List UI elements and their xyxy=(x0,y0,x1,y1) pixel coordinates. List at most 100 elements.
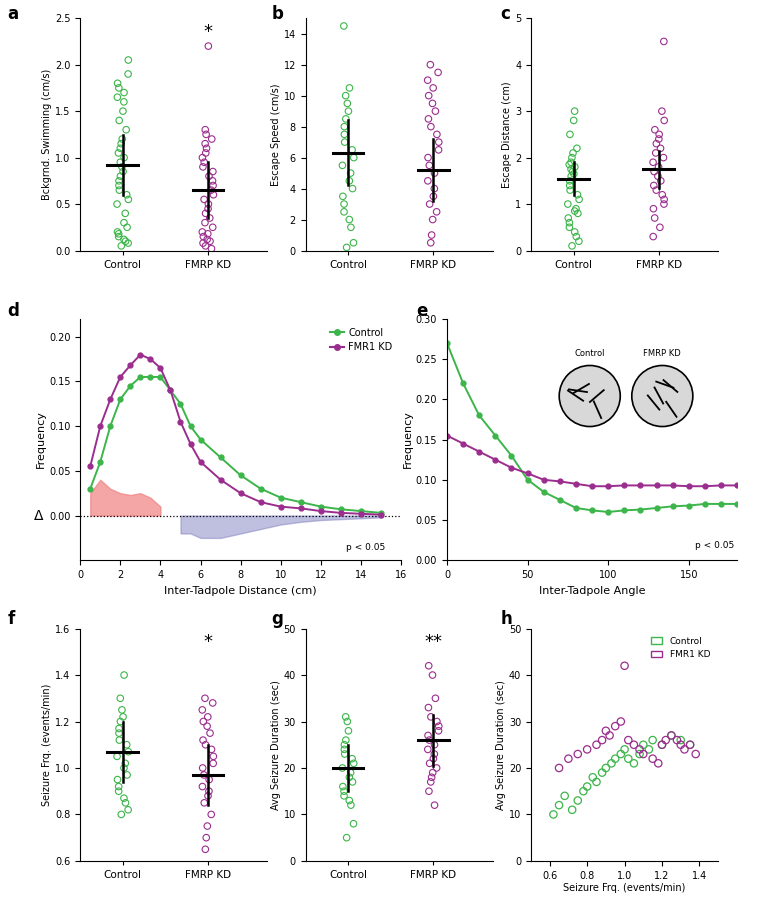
X-axis label: Seizure Frq. (events/min): Seizure Frq. (events/min) xyxy=(563,884,686,894)
Point xyxy=(204,726,216,741)
Point xyxy=(628,738,640,752)
Point xyxy=(204,210,216,225)
Point xyxy=(202,783,215,798)
Text: h: h xyxy=(500,610,512,629)
Point xyxy=(207,179,219,193)
Point xyxy=(112,783,125,798)
Point xyxy=(430,761,442,775)
Point xyxy=(197,858,209,873)
Point xyxy=(647,201,659,216)
Point xyxy=(591,738,603,752)
Y-axis label: Avg Seizure Duration (sec): Avg Seizure Duration (sec) xyxy=(496,680,506,810)
Point xyxy=(647,155,659,169)
Point xyxy=(656,188,668,202)
X-axis label: Inter-Tadpole Angle: Inter-Tadpole Angle xyxy=(539,586,646,596)
Point xyxy=(118,791,130,805)
Point xyxy=(203,773,215,787)
Point xyxy=(117,164,129,179)
Point xyxy=(633,747,646,762)
Point xyxy=(118,232,130,247)
Point xyxy=(120,122,132,137)
Point xyxy=(425,774,437,789)
Point xyxy=(202,227,214,241)
Point xyxy=(547,807,559,822)
Point xyxy=(684,738,696,752)
Point xyxy=(564,173,576,188)
Point xyxy=(113,173,125,188)
Point xyxy=(423,732,435,747)
Point xyxy=(196,779,209,793)
Point xyxy=(111,749,123,763)
Point xyxy=(113,732,125,747)
Point xyxy=(564,179,576,193)
Point xyxy=(659,732,672,747)
Point xyxy=(566,239,578,253)
Point xyxy=(587,770,599,784)
Point xyxy=(605,756,617,771)
Point xyxy=(600,723,612,738)
Point xyxy=(431,714,443,729)
Text: p < 0.05: p < 0.05 xyxy=(694,541,734,550)
Point xyxy=(112,76,124,90)
Point xyxy=(339,710,351,724)
Point xyxy=(591,774,603,789)
Point xyxy=(649,210,661,225)
Point xyxy=(201,819,213,834)
Y-axis label: Frequency: Frequency xyxy=(36,411,46,468)
Point xyxy=(118,668,130,682)
Point xyxy=(112,146,125,160)
Point xyxy=(207,749,219,763)
Point xyxy=(573,234,585,249)
Point xyxy=(115,239,128,253)
Point xyxy=(196,225,209,240)
Point xyxy=(652,756,665,771)
Point xyxy=(573,192,585,207)
Point xyxy=(346,774,358,789)
Point xyxy=(200,127,212,141)
Point xyxy=(115,714,127,729)
Point xyxy=(118,215,130,230)
Point xyxy=(622,732,634,747)
Point xyxy=(338,747,351,762)
Point xyxy=(207,756,219,771)
Point xyxy=(338,789,350,804)
Point xyxy=(429,798,441,813)
Point xyxy=(346,752,358,766)
Point xyxy=(115,137,128,151)
Point xyxy=(571,188,584,202)
Point xyxy=(198,155,210,169)
Point xyxy=(628,756,640,771)
Point xyxy=(558,789,571,804)
Point xyxy=(649,122,661,137)
Point xyxy=(422,783,435,798)
Point xyxy=(345,166,357,180)
Point xyxy=(338,197,350,211)
Point xyxy=(424,57,436,72)
Point xyxy=(198,768,210,783)
Point xyxy=(342,96,354,110)
Point xyxy=(423,159,435,173)
Point xyxy=(122,67,134,81)
Point xyxy=(655,173,667,188)
Point xyxy=(199,239,212,253)
Point xyxy=(690,747,702,762)
Point xyxy=(345,798,357,813)
Point xyxy=(199,137,211,151)
Point xyxy=(678,742,691,757)
Point xyxy=(116,702,128,717)
Point xyxy=(113,81,125,96)
Point xyxy=(113,726,125,741)
Point xyxy=(342,723,354,738)
Point xyxy=(571,141,583,156)
Point xyxy=(343,81,355,96)
Point xyxy=(115,169,127,183)
Point xyxy=(652,132,665,147)
Point xyxy=(432,719,445,733)
Y-axis label: Bckgrnd. Swimming (cm/s): Bckgrnd. Swimming (cm/s) xyxy=(42,68,52,200)
Point xyxy=(202,710,214,724)
Point xyxy=(338,204,350,219)
Point xyxy=(428,181,440,196)
Point xyxy=(207,164,219,179)
Y-axis label: Seizure Frq. (events/min): Seizure Frq. (events/min) xyxy=(42,683,53,806)
Point xyxy=(426,228,438,242)
